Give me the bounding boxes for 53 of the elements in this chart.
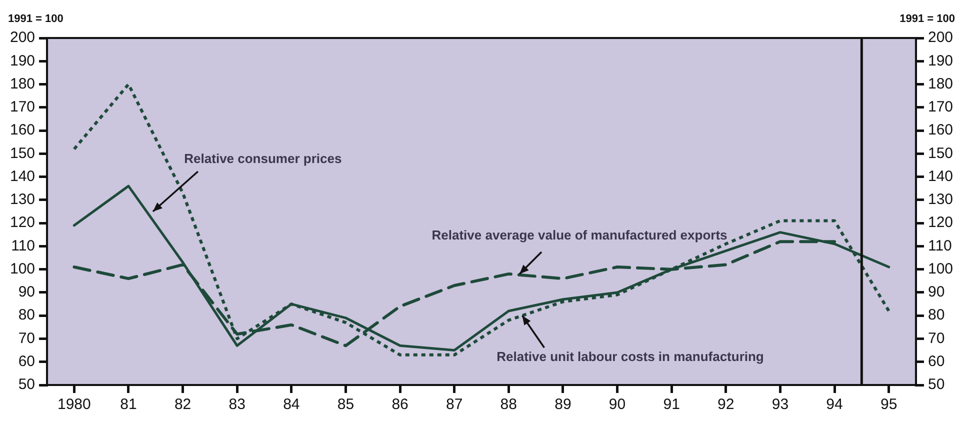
x-tick-label: 88 — [500, 396, 517, 414]
y-tick-label: 150 — [10, 144, 36, 162]
y2-tick-label: 190 — [928, 52, 954, 70]
y2-tick-label: 170 — [928, 98, 954, 116]
y-tick-label: 130 — [10, 191, 36, 208]
y2-tick-label: 60 — [928, 353, 945, 370]
y2-tick-label: 130 — [928, 191, 954, 208]
y2-tick-label: 160 — [928, 122, 954, 139]
x-tick-label: 90 — [608, 396, 626, 414]
x-tick-label: 85 — [337, 396, 354, 414]
y-tick-label: 90 — [18, 284, 36, 301]
y-axis-title: 1991 = 100 — [8, 13, 64, 25]
y-tick-label: 110 — [11, 237, 36, 254]
x-tick-label: 87 — [446, 396, 463, 414]
y2-tick-label: 50 — [928, 376, 945, 394]
x-tick-label: 1980 — [57, 396, 91, 414]
y-tick-label: 50 — [18, 376, 36, 394]
y2-tick-label: 80 — [928, 306, 945, 324]
y-tick-label: 160 — [10, 122, 36, 139]
x-tick-label: 82 — [174, 396, 192, 414]
y-tick-label: 180 — [10, 75, 36, 92]
y2-tick-label: 180 — [928, 75, 954, 92]
y-tick-label: 170 — [10, 98, 36, 116]
y2-tick-label: 150 — [928, 144, 954, 162]
y2-tick-label: 90 — [928, 284, 945, 301]
x-tick-label: 94 — [826, 396, 843, 414]
y2-axis-title: 1991 = 100 — [900, 13, 955, 25]
y-tick-label: 70 — [18, 330, 36, 347]
y2-tick-label: 140 — [928, 168, 954, 185]
x-tick-label: 93 — [772, 396, 789, 414]
y2-tick-label: 110 — [928, 237, 952, 254]
annotation: Relative consumer prices — [184, 151, 342, 166]
x-tick-label: 91 — [663, 396, 680, 414]
y2-tick-label: 120 — [928, 214, 954, 232]
y-tick-label: 200 — [10, 29, 36, 46]
y-tick-label: 80 — [18, 306, 36, 324]
x-tick-label: 92 — [718, 396, 734, 414]
y-tick-label: 60 — [18, 353, 36, 370]
y-tick-label: 100 — [10, 260, 36, 278]
y-tick-label: 120 — [10, 214, 36, 232]
x-tick-label: 89 — [554, 396, 572, 414]
x-tick-label: 86 — [392, 396, 408, 414]
x-tick-label: 83 — [228, 396, 246, 414]
y2-tick-label: 70 — [928, 330, 945, 347]
annotation: Relative unit labour costs in manufacturing — [496, 349, 764, 364]
x-tick-label: 95 — [880, 396, 898, 414]
y2-tick-label: 200 — [928, 29, 954, 46]
x-tick-label: 81 — [120, 396, 137, 414]
y2-tick-label: 100 — [928, 260, 954, 278]
annotation: Relative average value of manufactured exports — [432, 228, 728, 243]
x-tick-label: 84 — [283, 396, 300, 414]
y-tick-label: 140 — [10, 168, 36, 185]
y-tick-label: 190 — [10, 52, 36, 70]
